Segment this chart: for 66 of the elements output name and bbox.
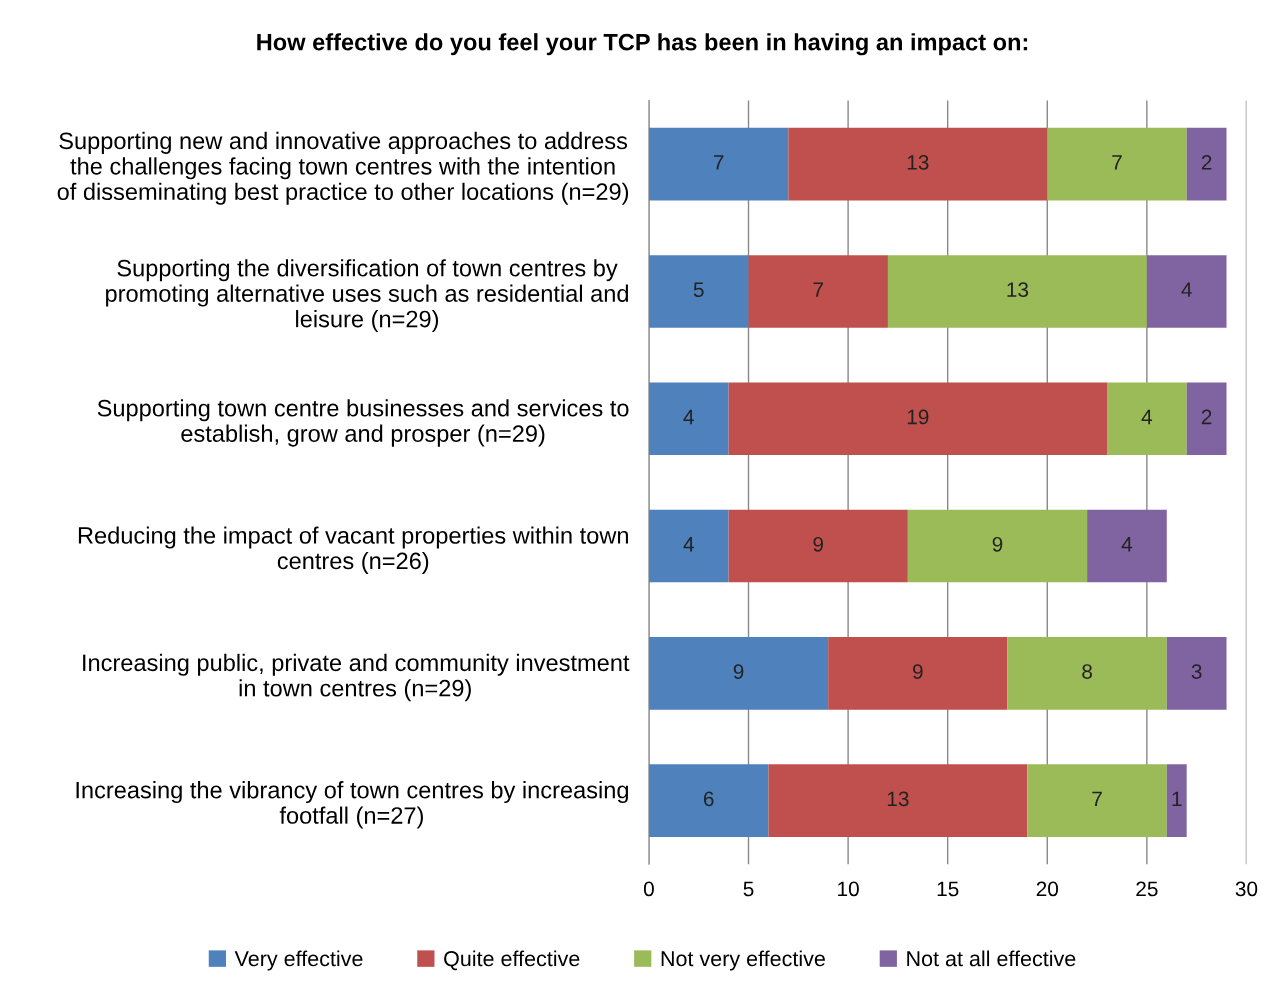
bar: [728, 509, 908, 583]
bar: [648, 255, 749, 328]
legend-label: Not very effective: [661, 950, 825, 971]
data-label: 4: [1181, 282, 1192, 297]
data-label: 19: [907, 409, 929, 425]
bar: [1027, 764, 1167, 837]
bar: [1186, 127, 1227, 201]
data-label: 7: [813, 282, 823, 297]
x-tick-label: 15: [937, 881, 959, 897]
y-tick-label: Supporting town centre businesses and services to establish, grow and prosper (n=29): [97, 399, 629, 447]
bar: [648, 764, 769, 837]
bar: [768, 764, 1028, 837]
x-tick-label: 30: [1235, 881, 1258, 897]
data-label: 9: [813, 536, 824, 552]
bar: [1087, 509, 1167, 583]
bar: [1107, 382, 1187, 456]
bar: [1047, 127, 1187, 201]
data-label: 3: [1191, 664, 1202, 679]
data-label: 2: [1201, 154, 1212, 170]
bar: [728, 382, 1108, 456]
bar: [648, 509, 729, 583]
data-label: 13: [907, 154, 929, 170]
data-label: 6: [703, 791, 714, 807]
x-tick-label: 5: [743, 881, 754, 897]
legend-label: Not at all effective: [907, 950, 1076, 967]
data-label: 9: [733, 664, 744, 679]
data-label: 8: [1082, 664, 1092, 679]
bar: [887, 255, 1147, 328]
legend-label: Quite effective: [444, 950, 580, 971]
data-label: 7: [1092, 791, 1102, 807]
y-tick-label: Supporting new and innovative approaches to address the challenges facing town centres with the intention of disseminating best practice to other locations (n=29): [57, 131, 629, 205]
x-tick-label: 20: [1036, 881, 1059, 897]
data-label: 4: [1141, 409, 1153, 425]
bar: [1146, 255, 1227, 328]
y-tick-label: Reducing the impact of vacant properties within town centres (n=26): [78, 526, 628, 574]
bar: [788, 127, 1048, 201]
bar: [1007, 637, 1167, 710]
data-label: 4: [683, 537, 694, 552]
data-label: 13: [1007, 282, 1029, 298]
y-tick-label: Increasing the vibrancy of town centres by increasing footfall (n=27): [76, 781, 628, 829]
bar: [648, 637, 829, 710]
bar: [1186, 382, 1227, 456]
bar: [648, 382, 729, 456]
y-tick-label: Supporting the diversification of town centres by promoting alternative uses such as residential and leisure (n=29): [106, 259, 628, 333]
bar: [907, 509, 1088, 583]
bar: [828, 637, 1008, 710]
data-label: 4: [1121, 537, 1133, 552]
bar: [1166, 764, 1187, 837]
bar: [1166, 637, 1227, 710]
bar: [748, 255, 888, 328]
x-tick-label: 25: [1136, 881, 1158, 897]
data-label: 13: [887, 791, 909, 807]
data-label: 9: [913, 664, 923, 679]
data-label: 5: [693, 282, 704, 298]
legend-label: Very effective: [234, 950, 363, 971]
data-label: 9: [992, 536, 1003, 552]
x-tick-label: 10: [838, 881, 859, 897]
y-tick-label: Increasing public, private and community investment in town centres (n=29): [83, 653, 630, 702]
data-label: 4: [683, 409, 694, 425]
bar: [648, 127, 789, 201]
data-label: 7: [713, 155, 724, 170]
chart-title: How effective do you feel your TCP has been in having an impact on:: [257, 33, 1028, 56]
data-label: 1: [1172, 791, 1182, 807]
x-tick-label: 0: [643, 881, 654, 897]
data-label: 7: [1112, 155, 1122, 170]
data-label: 2: [1201, 409, 1212, 425]
